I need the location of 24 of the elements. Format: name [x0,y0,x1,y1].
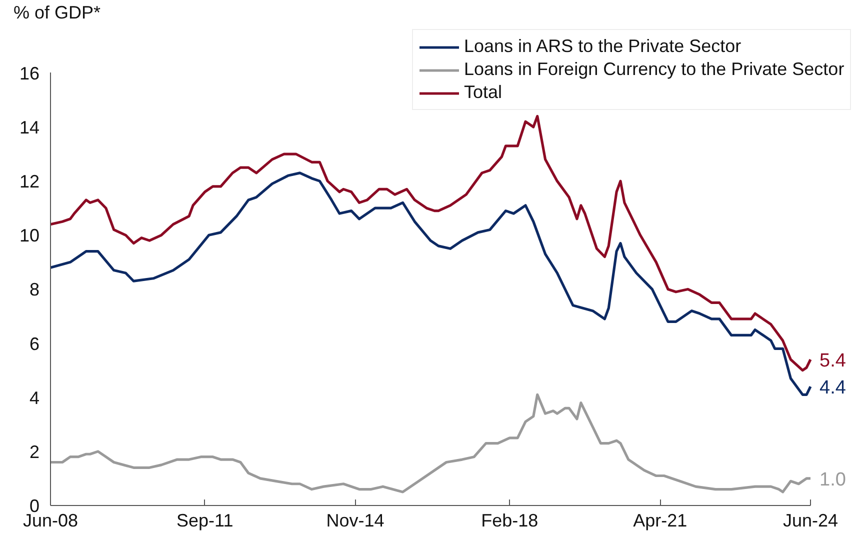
x-tick-label: Feb-18 [481,510,538,530]
annotation: 5.4 [820,350,846,372]
annotation: 1.0 [820,469,846,490]
legend-label: Loans in ARS to the Private Sector [464,36,742,57]
y-tick-label: 14 [19,117,40,138]
x-tick-label: Nov-14 [326,510,384,530]
line-series [50,114,812,372]
x-tick-label: Jun-08 [22,510,78,530]
y-axis-title: % of GDP* [14,2,101,22]
y-tick-label: 8 [29,280,40,300]
y-tick-label: 4 [29,388,40,408]
y-tick-label: 16 [19,63,40,84]
y-tick-label: 10 [19,226,40,246]
y-tick-label: 12 [19,172,40,192]
line-series [50,172,812,396]
line-series [50,393,812,494]
legend-label: Loans in Foreign Currency to the Private Sector [464,59,844,80]
annotation: 4.4 [820,378,846,399]
legend-label: Total [464,82,502,103]
y-tick-label: 6 [29,334,40,354]
x-tick-label: Apr-21 [633,510,688,530]
y-tick-label: 2 [29,442,40,462]
x-tick-label: Sep-11 [176,510,234,530]
x-tick-label: Jun-24 [782,510,838,530]
